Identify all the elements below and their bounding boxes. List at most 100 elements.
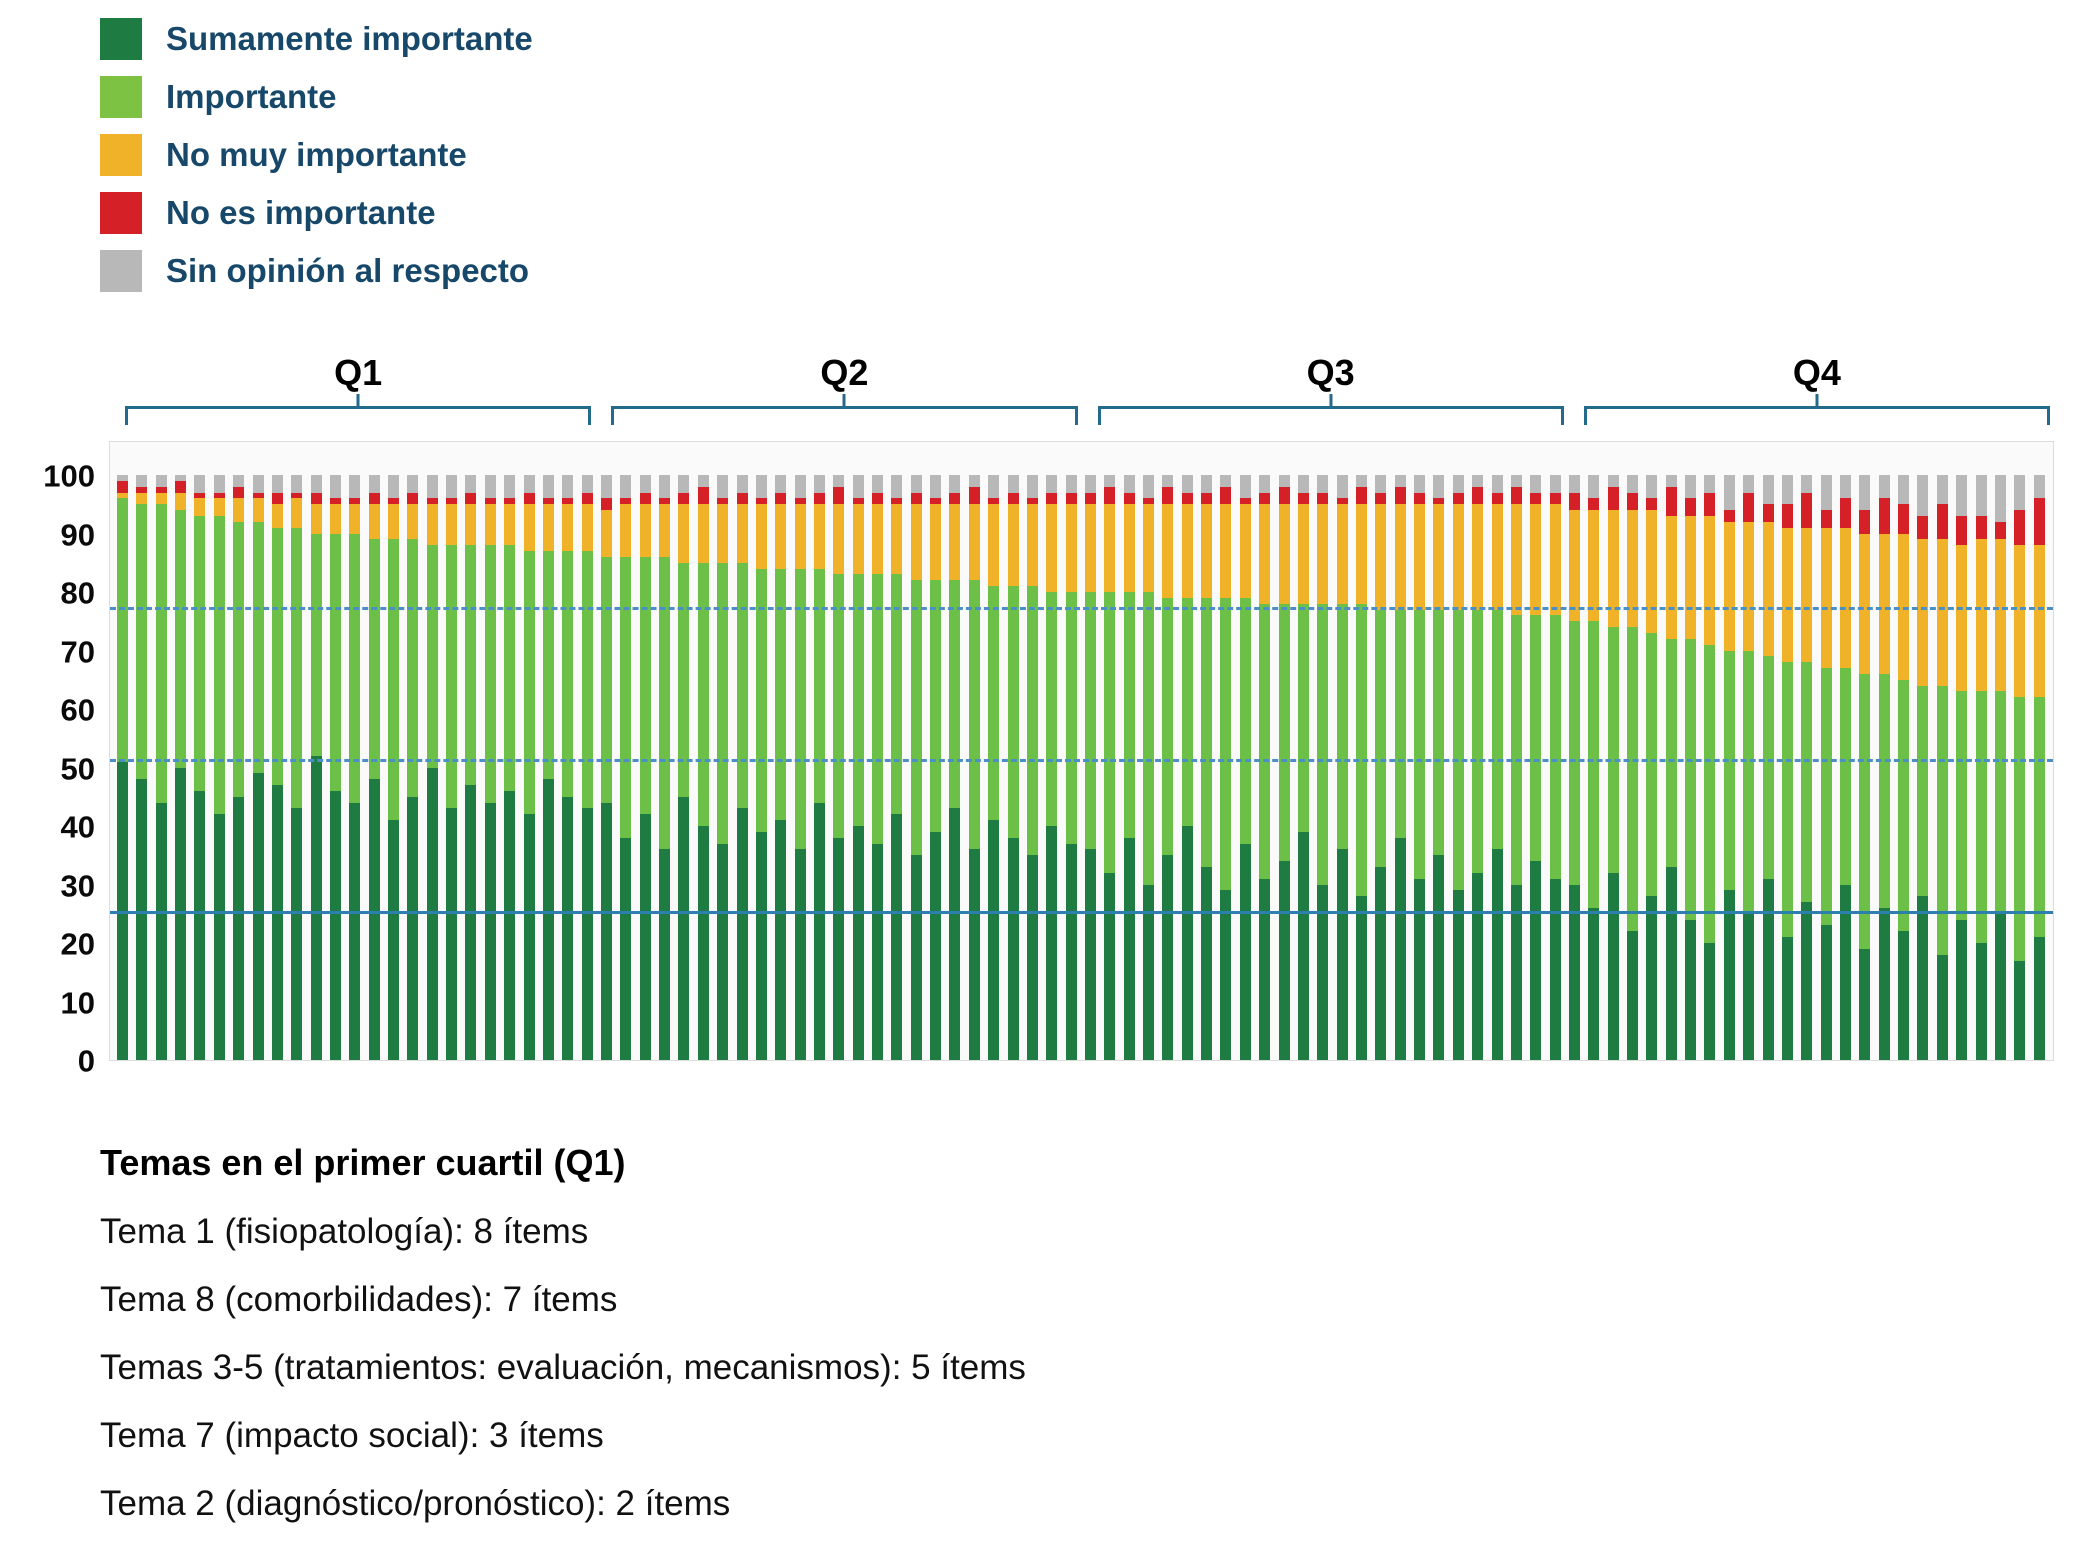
bar-segment-no_muy_importante [155, 492, 167, 505]
bar-segment-sumamente_importante [1956, 919, 1968, 1060]
stacked-bar [581, 475, 593, 1060]
bar-segment-importante [562, 551, 574, 797]
bar-segment-importante [504, 545, 516, 791]
bar-segment-no_es_importante [310, 492, 322, 505]
bar-segment-no_muy_importante [504, 504, 516, 546]
bar-segment-no_es_importante [581, 492, 593, 505]
bar-segment-importante [600, 556, 612, 803]
bar-segment-no_muy_importante [620, 504, 632, 557]
bar-segment-sumamente_importante [349, 802, 361, 1060]
stacked-bar [562, 475, 574, 1060]
bar-segment-no_muy_importante [523, 504, 535, 552]
bar-segment-importante [1878, 673, 1890, 908]
bar-segment-no_muy_importante [136, 492, 148, 505]
bar-segment-sin_opinion [562, 475, 574, 499]
bar-segment-sumamente_importante [794, 849, 806, 1060]
bar-segment-no_muy_importante [1201, 504, 1213, 598]
bar-segment-sumamente_importante [1801, 902, 1813, 1060]
stacked-bar [1317, 475, 1329, 1060]
bar-segment-sin_opinion [1530, 475, 1542, 493]
stacked-bar [1433, 475, 1445, 1060]
bar-segment-sin_opinion [136, 475, 148, 487]
bar-segment-importante [1723, 650, 1735, 891]
stacked-bar [291, 475, 303, 1060]
bar-segment-no_es_importante [1568, 492, 1580, 511]
bar-segment-no_muy_importante [213, 498, 225, 516]
bar-segment-sin_opinion [988, 475, 1000, 499]
bar-segment-no_muy_importante [1046, 504, 1058, 592]
bar-segment-sumamente_importante [1820, 925, 1832, 1060]
stacked-bar [930, 475, 942, 1060]
bar-segment-sin_opinion [117, 475, 128, 481]
bar-segment-importante [1491, 609, 1503, 850]
bar-segment-no_es_importante [1201, 492, 1213, 505]
bar-segment-importante [949, 580, 961, 809]
bar-segment-importante [678, 562, 690, 797]
bar-segment-no_muy_importante [872, 504, 884, 575]
stacked-bar [1878, 475, 1890, 1060]
bar-segment-sumamente_importante [775, 820, 787, 1060]
bar-segment-sin_opinion [678, 475, 690, 493]
bar-segment-sin_opinion [1936, 475, 1948, 505]
bar-segment-sin_opinion [833, 475, 845, 487]
stacked-bar [175, 475, 187, 1060]
quartile-label-q1: Q1 [334, 352, 383, 393]
bar-segment-sumamente_importante [426, 767, 438, 1060]
y-axis-tick-label: 70 [60, 634, 95, 669]
bar-segment-no_muy_importante [562, 504, 574, 552]
bar-segment-no_es_importante [1104, 486, 1116, 505]
bar-segment-sin_opinion [1646, 475, 1658, 499]
bar-segment-importante [117, 498, 128, 762]
bar-segment-no_es_importante [349, 498, 361, 505]
bar-segment-sin_opinion [329, 475, 341, 499]
bar-segment-no_muy_importante [271, 504, 283, 528]
legend-label: Sumamente importante [166, 20, 533, 57]
bar-segment-no_muy_importante [291, 498, 303, 528]
bar-segment-no_muy_importante [1259, 504, 1271, 604]
bar-segment-sumamente_importante [1433, 855, 1445, 1060]
bar-segment-no_es_importante [1297, 492, 1309, 505]
stacked-bar [446, 475, 458, 1060]
bar-segment-no_es_importante [891, 498, 903, 505]
bar-segment-importante [1956, 691, 1968, 920]
bar-segment-no_muy_importante [1607, 510, 1619, 628]
bar-segment-sin_opinion [1917, 475, 1929, 516]
bar-segment-no_muy_importante [1123, 504, 1135, 593]
y-axis-tick-label: 90 [60, 517, 95, 552]
bar-segment-importante [310, 533, 322, 756]
bar-segment-no_muy_importante [813, 504, 825, 569]
bar-segment-no_es_importante [175, 480, 187, 493]
bar-segment-sin_opinion [1510, 475, 1522, 487]
y-axis-tick-label: 80 [60, 575, 95, 611]
stacked-bar [523, 475, 535, 1060]
legend-label: No es importante [166, 194, 436, 231]
bar-segment-no_es_importante [542, 498, 554, 505]
legend-item-no-muy-importante: No muy importante [100, 134, 533, 176]
bar-segment-sin_opinion [446, 475, 458, 499]
bar-segment-importante [368, 539, 380, 780]
bar-segment-no_muy_importante [388, 504, 400, 540]
bar-segment-no_muy_importante [1026, 504, 1038, 587]
bar-segment-sumamente_importante [465, 785, 477, 1060]
bar-segment-no_es_importante [1510, 486, 1522, 505]
bar-segment-importante [213, 515, 225, 815]
bar-segment-no_muy_importante [2014, 545, 2026, 698]
stacked-bar [271, 475, 283, 1060]
bar-segment-importante [1104, 592, 1116, 873]
stacked-bar [368, 475, 380, 1060]
bar-segment-importante [988, 586, 1000, 821]
bar-segment-sumamente_importante [813, 802, 825, 1060]
bar-segment-no_es_importante [1143, 498, 1155, 505]
bar-segment-sin_opinion [504, 475, 516, 499]
bar-segment-importante [407, 539, 419, 797]
bar-segment-no_es_importante [1181, 492, 1193, 505]
stacked-bar [1201, 475, 1213, 1060]
stacked-bar [1549, 475, 1561, 1060]
bar-segment-no_es_importante [1530, 492, 1542, 505]
reference-line-25 [110, 910, 2053, 914]
bar-segment-sumamente_importante [291, 808, 303, 1060]
bar-segment-no_muy_importante [659, 504, 671, 557]
bar-segment-sin_opinion [1704, 475, 1716, 493]
stacked-bar [1762, 475, 1774, 1060]
legend-item-no-es-importante: No es importante [100, 192, 533, 234]
